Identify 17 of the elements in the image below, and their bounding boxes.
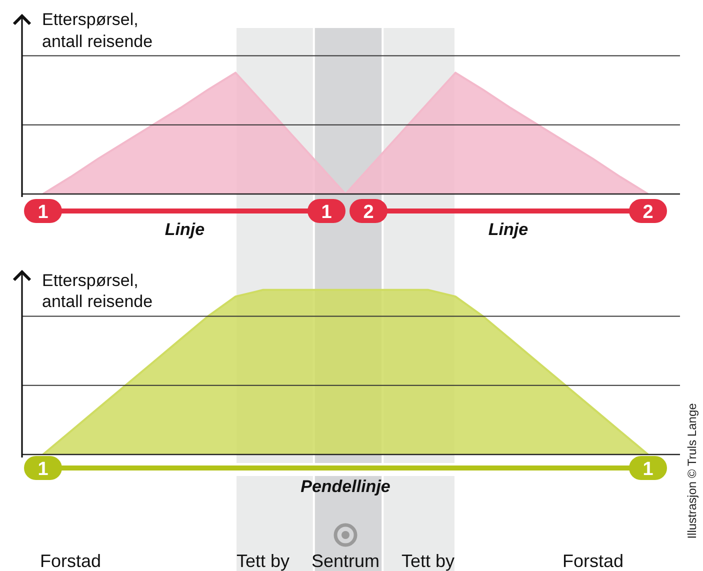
x-tick-label: Forstad	[40, 550, 102, 571]
text: 1	[321, 202, 332, 223]
x-tick-label: Tett by	[401, 550, 455, 571]
series-label: Pendellinje	[300, 477, 390, 496]
x-tick-label: Tett by	[236, 550, 290, 571]
text: 2	[363, 202, 374, 223]
text: 2	[642, 202, 654, 223]
series-label: Linje	[488, 220, 528, 239]
x-tick-label: Forstad	[562, 550, 624, 571]
text: 1	[38, 202, 49, 223]
text: 1	[38, 459, 49, 480]
text: Illustrasjon © Truls Lange	[685, 402, 699, 539]
series-label: Linje	[164, 220, 205, 239]
text: 1	[642, 459, 654, 480]
x-tick-label: Sentrum	[311, 550, 380, 571]
y-axis-title: Etterspørsel, antall reisende	[42, 10, 153, 51]
y-axis-title: Etterspørsel, antall reisende	[42, 271, 153, 311]
